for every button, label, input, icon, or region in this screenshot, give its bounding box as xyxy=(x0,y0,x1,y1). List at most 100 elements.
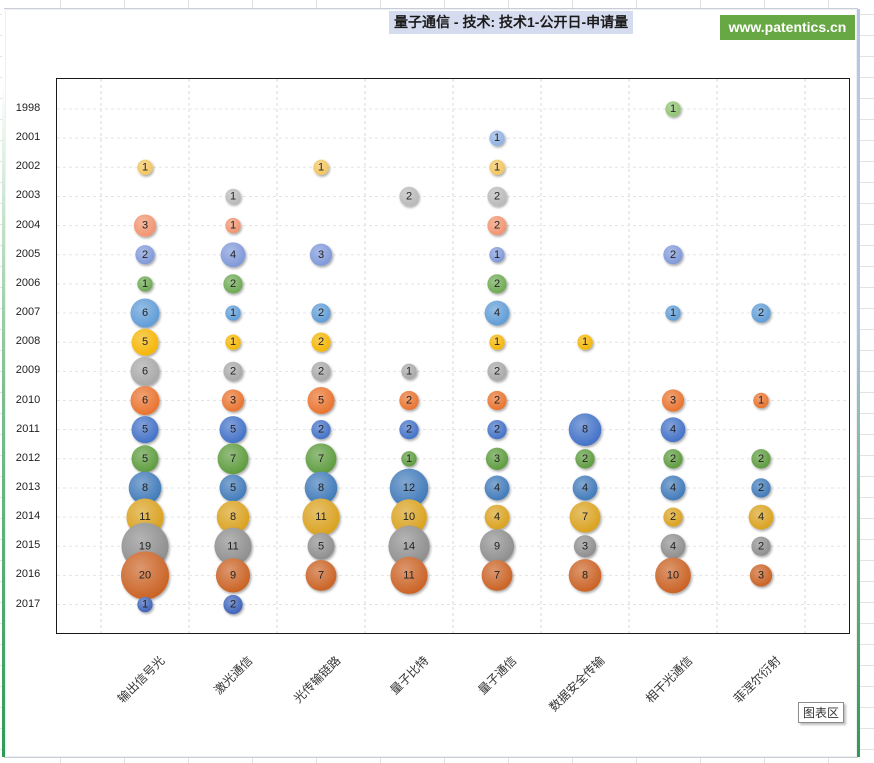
bubble[interactable]: 2 xyxy=(751,303,770,322)
bubble[interactable]: 5 xyxy=(131,416,158,443)
bubble[interactable]: 2 xyxy=(751,537,770,556)
bubble[interactable]: 2 xyxy=(663,245,682,264)
bubble[interactable]: 5 xyxy=(219,474,246,501)
bubble[interactable]: 1 xyxy=(313,160,328,175)
bubble[interactable]: 2 xyxy=(399,391,418,410)
bubble-value-label: 6 xyxy=(142,307,148,319)
bubble[interactable]: 2 xyxy=(135,245,154,264)
bubble[interactable]: 4 xyxy=(485,505,510,530)
bubble[interactable]: 6 xyxy=(130,386,159,415)
bubble[interactable]: 1 xyxy=(225,305,240,320)
bubble[interactable]: 2 xyxy=(223,274,242,293)
bubble-value-label: 2 xyxy=(494,365,500,377)
bubble[interactable]: 1 xyxy=(137,160,152,175)
bubble[interactable]: 2 xyxy=(663,507,682,526)
bubble[interactable]: 7 xyxy=(482,560,513,591)
bubble[interactable]: 4 xyxy=(573,476,598,501)
bubble[interactable]: 11 xyxy=(302,499,339,536)
bubble[interactable]: 2 xyxy=(751,478,770,497)
bubble[interactable]: 1 xyxy=(137,276,152,291)
bubble[interactable]: 4 xyxy=(221,242,246,267)
bubble-value-label: 3 xyxy=(670,395,676,407)
bubble[interactable]: 9 xyxy=(480,529,514,563)
bubble[interactable]: 2 xyxy=(663,449,682,468)
bubble[interactable]: 3 xyxy=(662,389,684,411)
bubble[interactable]: 11 xyxy=(390,557,427,594)
bubble[interactable]: 1 xyxy=(401,364,416,379)
bubble[interactable]: 7 xyxy=(570,502,601,533)
bubble-value-label: 1 xyxy=(230,190,236,202)
bubble[interactable]: 2 xyxy=(223,362,242,381)
bubble[interactable]: 8 xyxy=(569,413,602,446)
bubble[interactable]: 5 xyxy=(219,416,246,443)
bubble[interactable]: 2 xyxy=(311,303,330,322)
bubble[interactable]: 1 xyxy=(225,189,240,204)
bubble[interactable]: 4 xyxy=(661,476,686,501)
bubble[interactable]: 7 xyxy=(306,443,337,474)
bubble[interactable]: 5 xyxy=(307,533,334,560)
bubble[interactable]: 3 xyxy=(310,244,332,266)
bubble[interactable]: 9 xyxy=(216,558,250,592)
bubble[interactable]: 4 xyxy=(485,476,510,501)
bubble[interactable]: 7 xyxy=(306,560,337,591)
bubble-value-label: 1 xyxy=(142,161,148,173)
bubble[interactable]: 2 xyxy=(487,274,506,293)
bubble-value-label: 1 xyxy=(758,395,764,407)
bubble-value-label: 1 xyxy=(406,365,412,377)
bubble[interactable]: 3 xyxy=(750,564,772,586)
bubble[interactable]: 4 xyxy=(661,534,686,559)
bubble[interactable]: 1 xyxy=(753,393,768,408)
bubble[interactable]: 1 xyxy=(225,218,240,233)
bubble[interactable]: 3 xyxy=(134,214,156,236)
bubble[interactable]: 2 xyxy=(399,187,418,206)
bubble-value-label: 4 xyxy=(494,307,500,319)
bubble[interactable]: 4 xyxy=(749,505,774,530)
bubble-value-label: 1 xyxy=(230,220,236,232)
bubble[interactable]: 2 xyxy=(487,216,506,235)
bubble[interactable]: 2 xyxy=(399,420,418,439)
bubble-value-label: 2 xyxy=(494,220,500,232)
y-tick-label: 2015 xyxy=(8,539,48,551)
bubble[interactable]: 5 xyxy=(131,329,158,356)
bubble[interactable]: 2 xyxy=(487,391,506,410)
bubble-value-label: 5 xyxy=(142,336,148,348)
bubble[interactable]: 6 xyxy=(130,357,159,386)
bubble[interactable]: 2 xyxy=(575,449,594,468)
bubble-value-label: 4 xyxy=(230,249,236,261)
bubble[interactable]: 6 xyxy=(130,299,159,328)
bubble[interactable]: 2 xyxy=(311,362,330,381)
bubble-value-label: 2 xyxy=(494,278,500,290)
bubble-value-label: 3 xyxy=(582,540,588,552)
bubble[interactable]: 1 xyxy=(577,335,592,350)
bubble[interactable]: 1 xyxy=(489,130,504,145)
bubble[interactable]: 1 xyxy=(665,305,680,320)
bubble[interactable]: 10 xyxy=(655,558,691,594)
bubble[interactable]: 3 xyxy=(574,535,596,557)
bubble[interactable]: 3 xyxy=(222,389,244,411)
bubble[interactable]: 2 xyxy=(487,420,506,439)
bubble[interactable]: 1 xyxy=(489,160,504,175)
bubble[interactable]: 5 xyxy=(131,445,158,472)
bubble-value-label: 4 xyxy=(758,511,764,523)
bubble[interactable]: 5 xyxy=(307,387,334,414)
bubble[interactable]: 8 xyxy=(569,559,602,592)
bubble[interactable]: 20 xyxy=(121,551,169,599)
bubble[interactable]: 2 xyxy=(311,333,330,352)
bubble[interactable]: 1 xyxy=(665,101,680,116)
bubble[interactable]: 1 xyxy=(489,247,504,262)
bubble[interactable]: 1 xyxy=(489,335,504,350)
bubble[interactable]: 3 xyxy=(486,448,508,470)
bubble[interactable]: 1 xyxy=(137,597,152,612)
bubble[interactable]: 2 xyxy=(487,362,506,381)
bubble[interactable]: 2 xyxy=(751,449,770,468)
bubble-value-label: 1 xyxy=(142,599,148,611)
bubble[interactable]: 1 xyxy=(401,451,416,466)
bubble[interactable]: 2 xyxy=(223,595,242,614)
bubble[interactable]: 2 xyxy=(487,187,506,206)
plot-area[interactable]: 1111112231224312122612412512116221263522… xyxy=(56,78,850,634)
bubble[interactable]: 2 xyxy=(311,420,330,439)
bubble[interactable]: 1 xyxy=(225,335,240,350)
bubble[interactable]: 4 xyxy=(485,301,510,326)
bubble[interactable]: 4 xyxy=(661,417,686,442)
bubble[interactable]: 7 xyxy=(218,443,249,474)
